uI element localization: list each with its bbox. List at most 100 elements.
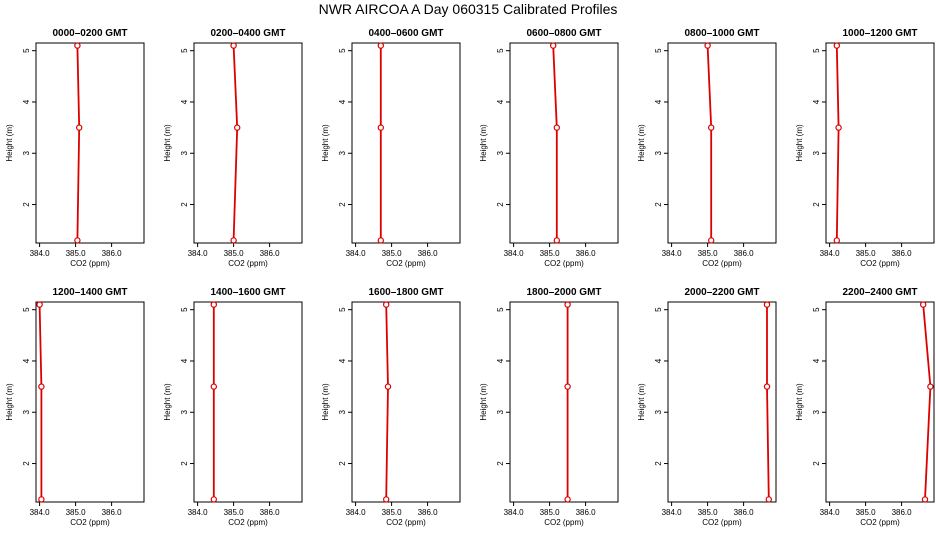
y-tick-label: 5 <box>812 307 821 312</box>
data-point <box>704 42 711 49</box>
profile-line <box>38 304 43 500</box>
x-axis-label: CO2 (ppm) <box>702 259 742 268</box>
x-tick-label: 384.0 <box>188 249 209 258</box>
y-tick-label: 5 <box>496 48 505 53</box>
y-tick-label: 4 <box>338 99 347 104</box>
y-tick-label: 4 <box>812 358 821 363</box>
data-point <box>230 237 237 244</box>
data-point <box>708 237 715 244</box>
data-point <box>921 496 929 503</box>
y-tick-label: 5 <box>22 48 31 53</box>
x-tick-label: 385.0 <box>856 249 877 258</box>
y-tick-label: 3 <box>654 150 663 155</box>
x-tick-label: 386.0 <box>102 249 123 258</box>
x-tick-label: 386.0 <box>576 249 597 258</box>
x-axis-label: CO2 (ppm) <box>544 518 584 527</box>
x-tick-label: 384.0 <box>346 249 367 258</box>
y-axis-label: Height (m) <box>5 124 14 162</box>
y-tick-label: 5 <box>180 48 189 53</box>
y-tick-label: 4 <box>338 358 347 363</box>
y-tick-label: 4 <box>496 358 505 363</box>
plot-frame <box>825 301 935 503</box>
y-tick-label: 3 <box>812 409 821 414</box>
data-point <box>383 301 390 308</box>
y-axis-label: Height (m) <box>163 124 172 162</box>
y-axis-label: Height (m) <box>5 383 14 421</box>
y-tick-label: 3 <box>338 409 347 414</box>
x-tick-label: 386.0 <box>260 508 281 517</box>
x-tick-label: 385.0 <box>540 508 561 517</box>
panel-title: 1200–1400 GMT <box>52 287 127 298</box>
y-tick-label: 5 <box>812 48 821 53</box>
y-tick-label: 4 <box>180 99 189 104</box>
y-tick-label: 4 <box>496 99 505 104</box>
data-point <box>763 383 771 390</box>
y-tick-label: 3 <box>180 409 189 414</box>
data-point <box>564 383 571 390</box>
x-tick-label: 385.0 <box>540 249 561 258</box>
plot-frame <box>667 42 777 244</box>
x-tick-label: 384.0 <box>820 508 841 517</box>
y-axis-label: Height (m) <box>637 383 646 421</box>
plot-frame <box>825 42 935 244</box>
data-point <box>377 237 384 244</box>
x-tick-label: 386.0 <box>576 508 597 517</box>
x-tick-label: 386.0 <box>892 249 913 258</box>
y-tick-label: 2 <box>496 202 505 207</box>
x-tick-label: 384.0 <box>504 249 525 258</box>
y-tick-label: 4 <box>22 358 31 363</box>
page-title: NWR AIRCOA A Day 060315 Calibrated Profi… <box>318 1 618 17</box>
x-tick-label: 385.0 <box>856 508 877 517</box>
y-tick-label: 2 <box>180 202 189 207</box>
data-point <box>708 124 715 131</box>
profile-line <box>232 45 239 241</box>
y-tick-label: 3 <box>812 150 821 155</box>
data-point <box>763 301 771 308</box>
data-point <box>36 301 43 308</box>
x-tick-label: 384.0 <box>346 508 367 517</box>
data-point <box>553 237 561 244</box>
data-point <box>377 42 384 49</box>
x-axis-label: CO2 (ppm) <box>386 518 426 527</box>
y-axis-label: Height (m) <box>479 124 488 162</box>
data-point <box>920 301 927 308</box>
data-point <box>835 124 842 131</box>
x-tick-label: 384.0 <box>662 249 683 258</box>
x-tick-label: 385.0 <box>698 508 719 517</box>
panel-title: 0600–0800 GMT <box>526 28 601 39</box>
x-tick-label: 386.0 <box>734 508 755 517</box>
profile-line <box>76 45 81 241</box>
data-point <box>564 496 571 503</box>
y-tick-label: 2 <box>22 461 31 466</box>
profile-line <box>766 304 770 500</box>
y-tick-label: 2 <box>496 461 505 466</box>
y-tick-label: 2 <box>338 461 347 466</box>
y-axis-label: Height (m) <box>479 383 488 421</box>
x-tick-label: 385.0 <box>382 508 403 517</box>
y-tick-label: 5 <box>654 48 663 53</box>
x-tick-label: 385.0 <box>698 249 719 258</box>
y-tick-label: 2 <box>22 202 31 207</box>
x-tick-label: 386.0 <box>418 249 439 258</box>
panel-title: 0000–0200 GMT <box>52 28 127 39</box>
data-point <box>210 496 217 503</box>
y-tick-label: 5 <box>654 307 663 312</box>
profile-line <box>922 304 932 500</box>
plot-frame <box>351 301 461 503</box>
profile-line <box>385 304 389 500</box>
y-tick-label: 2 <box>654 461 663 466</box>
x-tick-label: 386.0 <box>734 249 755 258</box>
y-tick-label: 4 <box>654 358 663 363</box>
data-point <box>553 124 561 131</box>
x-tick-label: 384.0 <box>504 508 525 517</box>
x-tick-label: 386.0 <box>418 508 439 517</box>
y-axis-label: Height (m) <box>795 124 804 162</box>
x-tick-label: 384.0 <box>188 508 209 517</box>
y-tick-label: 5 <box>180 307 189 312</box>
